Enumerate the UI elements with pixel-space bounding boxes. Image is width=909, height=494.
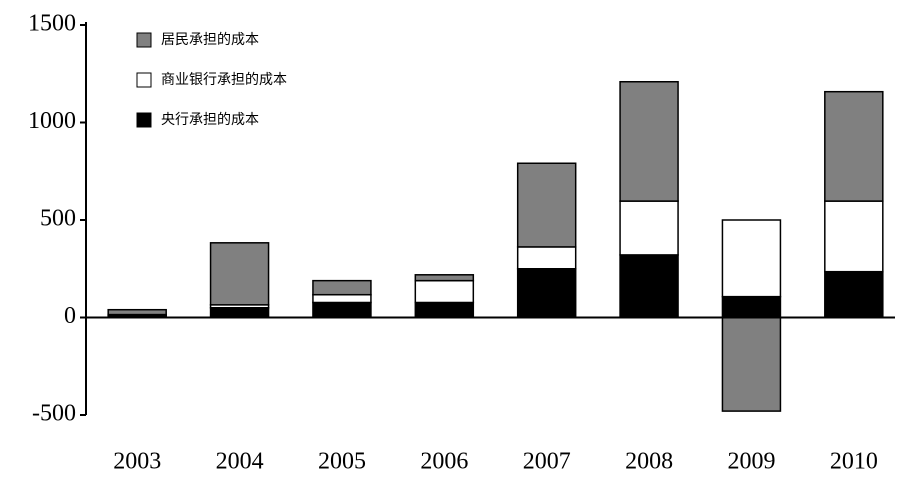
x-tick-label: 2010: [830, 449, 878, 475]
bar-segment: [414, 301, 475, 319]
bar-segment: [721, 295, 782, 319]
bar-segment: [516, 268, 577, 319]
bar-segment: [824, 270, 884, 319]
x-tick-label: 2008: [625, 449, 673, 475]
legend-swatch: [136, 32, 152, 48]
x-tick-label: 2006: [420, 449, 468, 475]
legend-label: 居民承担的成本: [161, 32, 259, 48]
x-tick-label: 2007: [523, 449, 571, 475]
y-tick-label: -500: [32, 401, 76, 427]
x-tick-label: 2004: [216, 449, 264, 475]
x-tick-label: 2005: [318, 449, 366, 475]
bar-segment: [824, 90, 884, 202]
y-tick-label: 1000: [28, 108, 76, 134]
bar-segment: [619, 80, 679, 202]
bar-segment: [516, 246, 577, 270]
legend-swatch: [136, 112, 152, 128]
bar-segment: [619, 200, 679, 256]
x-tick-label: 2009: [727, 449, 775, 475]
bar-segment: [824, 200, 884, 273]
y-tick-label: 1500: [28, 11, 76, 37]
bar-segment: [312, 293, 372, 304]
bar-segment: [414, 279, 475, 304]
bar-segment: [312, 279, 372, 296]
bar-segment: [209, 242, 270, 306]
legend-label: 商业银行承担的成本: [161, 72, 287, 88]
bar-segment: [516, 162, 577, 248]
bar-segment: [209, 307, 270, 319]
y-tick-label: 0: [64, 303, 76, 329]
bar-segment: [721, 219, 782, 298]
legend-label: 央行承担的成本: [161, 112, 259, 128]
y-tick-label: 500: [40, 206, 76, 232]
bar-segment: [619, 254, 679, 319]
bar-segment: [107, 308, 167, 316]
bar-segment: [312, 301, 372, 319]
bar-segment: [721, 316, 782, 412]
legend-swatch: [136, 72, 152, 88]
x-tick-label: 2003: [113, 449, 161, 475]
bar-segment: [414, 274, 475, 282]
